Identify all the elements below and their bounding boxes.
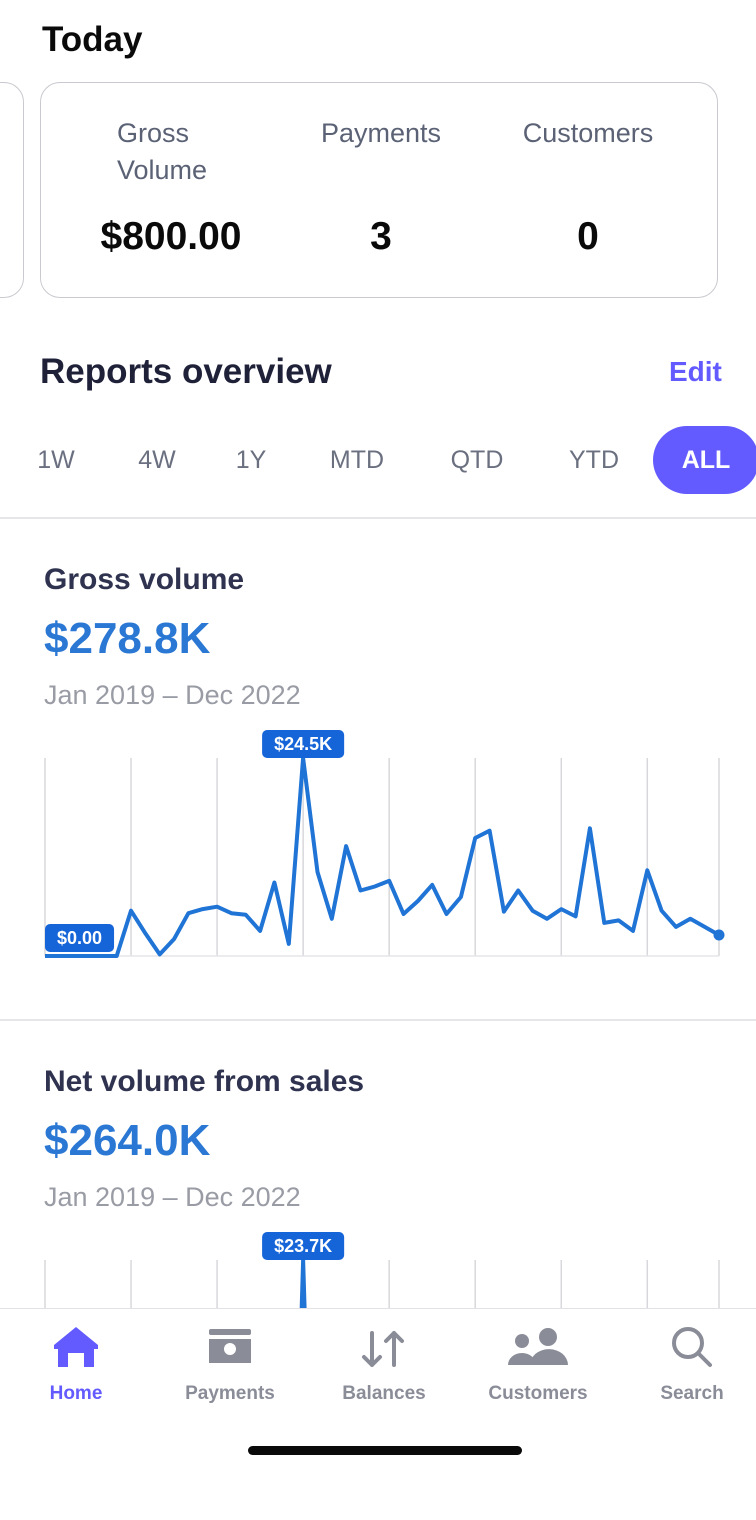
- card-period: Jan 2019 – Dec 2022: [44, 1182, 301, 1212]
- range-tab[interactable]: 1W: [37, 446, 75, 474]
- balances-icon: [362, 1331, 404, 1367]
- range-tab[interactable]: QTD: [450, 446, 504, 474]
- value-label: $23.7K: [274, 1236, 332, 1256]
- tab-label[interactable]: Home: [49, 1383, 103, 1404]
- card-peek[interactable]: [0, 82, 24, 298]
- metric-value: $800.00: [100, 215, 242, 258]
- divider: [0, 517, 756, 519]
- range-tab[interactable]: YTD: [569, 446, 619, 474]
- metric-label: Payments: [320, 118, 442, 148]
- tab-icons: [54, 1327, 712, 1367]
- section-title: Today: [42, 20, 143, 59]
- search-icon: [672, 1327, 712, 1367]
- tab-label[interactable]: Search: [660, 1383, 724, 1404]
- range-tab[interactable]: 1Y: [235, 446, 267, 474]
- home-indicator: [248, 1446, 522, 1455]
- value-label: $24.5K: [274, 734, 332, 754]
- customers-icon: [508, 1328, 568, 1365]
- value-label-pill: [262, 730, 345, 758]
- home-icon: [54, 1327, 98, 1367]
- report-card[interactable]: Gross volume $278.8K Jan 2019 – Dec 2022…: [0, 518, 756, 1018]
- metric-value: 0: [577, 215, 599, 258]
- range-tab[interactable]: ALL: [653, 426, 756, 494]
- edit-button[interactable]: Edit: [669, 356, 722, 387]
- tab-label[interactable]: Customers: [488, 1383, 588, 1404]
- line-chart: $0.00 $24.5K: [44, 730, 725, 958]
- range-tab[interactable]: 4W: [138, 446, 176, 474]
- range-tab[interactable]: MTD: [329, 446, 385, 474]
- section-title: Reports overview: [40, 352, 332, 391]
- metric-label: Gross Volume: [117, 118, 208, 185]
- card-title: Gross volume: [44, 563, 245, 596]
- value-label-pill: [262, 1232, 345, 1260]
- divider: [0, 1019, 756, 1021]
- tab-bar: Home Payments Balances Customers Search: [0, 1308, 756, 1473]
- card-title: Net volume from sales: [44, 1065, 365, 1098]
- line-series: [45, 756, 720, 958]
- value-label: $0.00: [57, 928, 102, 948]
- tab-label[interactable]: Balances: [342, 1383, 426, 1404]
- today-card[interactable]: Gross Volume Payments Customers $800.00 …: [40, 82, 718, 298]
- tab-label[interactable]: Payments: [185, 1383, 275, 1404]
- metric-value: 3: [370, 215, 392, 258]
- value-label-pill: [45, 924, 115, 952]
- report-card[interactable]: Net volume from sales $264.0K Jan 2019 –…: [0, 1020, 756, 1520]
- screen: Today Gross Volume Payments Customers $8…: [0, 20, 756, 1473]
- payments-icon: [209, 1329, 251, 1363]
- end-point: [713, 929, 725, 941]
- card-period: Jan 2019 – Dec 2022: [44, 680, 301, 710]
- metric-label: Customers: [522, 118, 654, 148]
- card-total: $278.8K: [44, 614, 211, 663]
- card-total: $264.0K: [44, 1116, 211, 1165]
